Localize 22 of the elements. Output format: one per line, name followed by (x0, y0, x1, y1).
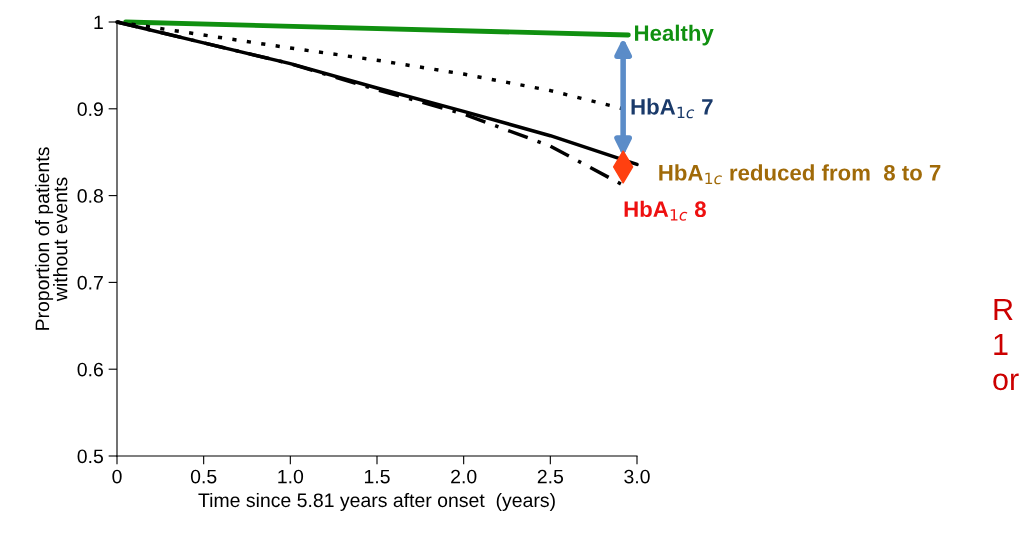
x-tick-label: 1.5 (364, 469, 390, 484)
x-tick-label: 0.5 (190, 469, 217, 484)
y-tick-label: 0.8 (77, 189, 103, 203)
x-tick-label: 3.0 (624, 469, 650, 484)
y-axis-title: Proportion of patients without events (34, 147, 68, 330)
y-tick-label: 0.5 (77, 449, 103, 464)
y-tick-label: 0.7 (77, 275, 103, 290)
text: or (993, 373, 1019, 391)
x-tick-label: 1.0 (278, 469, 304, 484)
y-tick-label: 1 (94, 15, 103, 30)
series-label: HbA$_{1c}$ reduced from 8 to 7 (659, 164, 941, 185)
text: 1 (994, 333, 1008, 355)
y-tick-label: 0.6 (77, 362, 103, 377)
text: R (994, 298, 1013, 320)
series-label: HbA$_{1c}$ 8 (624, 200, 706, 221)
x-tick-label: 0 (112, 469, 122, 484)
x-axis-title: Time since 5.81 years after onset (years) (198, 492, 555, 511)
series-label: HbA$_{1c}$ 7 (631, 98, 713, 119)
series-label: Healthy (635, 24, 714, 46)
y-tick-label: 0.9 (77, 102, 103, 117)
x-tick-label: 2.0 (451, 469, 477, 484)
x-tick-label: 2.5 (537, 469, 564, 484)
